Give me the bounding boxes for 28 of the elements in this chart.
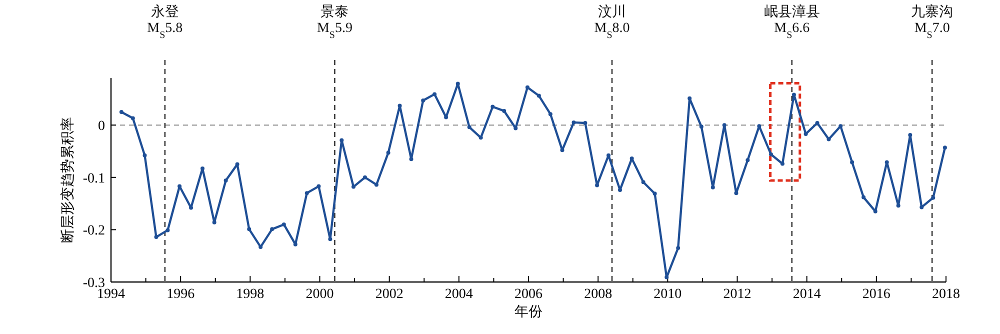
- x-tick-label: 1998: [236, 287, 264, 302]
- ref-line: 景泰 M$_{S}$5.9: [316, 5, 352, 282]
- x-tick-label: 1994: [97, 287, 125, 302]
- ref-line: 永登 M$_{S}$5.8: [147, 5, 183, 282]
- x-axis-title: 年份: [514, 304, 542, 320]
- x-tick-label: 2012: [723, 287, 752, 302]
- y-tick-label: -0.1: [82, 171, 105, 186]
- x-tick-label: 2000: [306, 287, 334, 302]
- x-tick-label: 2008: [584, 287, 612, 302]
- ref-line-label: 景泰 M$_{S}$5.9: [316, 4, 352, 40]
- ref-line: 岷县漳县 M$_{S}$6.6: [764, 5, 820, 282]
- ref-line: 汶川 M$_{S}$8.0: [594, 5, 630, 282]
- ref-line-label: 九寨沟 M$_{S}$7.0: [911, 4, 954, 40]
- x-tick-label: 2006: [514, 287, 542, 302]
- y-axis-title: 断层形变趋势累积率: [60, 117, 76, 243]
- x-tick-label: 2004: [444, 287, 473, 302]
- ref-line-label: 汶川 M$_{S}$8.0: [594, 4, 630, 40]
- y-tick-label: 0: [98, 119, 105, 134]
- ref-line-label: 岷县漳县 M$_{S}$6.6: [764, 4, 820, 40]
- ref-line-label: 永登 M$_{S}$5.8: [147, 4, 183, 40]
- x-tick-label: 2014: [792, 287, 821, 302]
- y-tick-label: -0.2: [82, 224, 105, 239]
- x-tick-label: 1996: [166, 287, 195, 302]
- x-tick-label: 2016: [862, 287, 890, 302]
- x-tick-label: 2018: [932, 287, 960, 302]
- x-tick-label: 2002: [375, 287, 404, 302]
- ref-line: 九寨沟 M$_{S}$7.0: [911, 5, 954, 282]
- x-tick-label: 2010: [654, 287, 682, 302]
